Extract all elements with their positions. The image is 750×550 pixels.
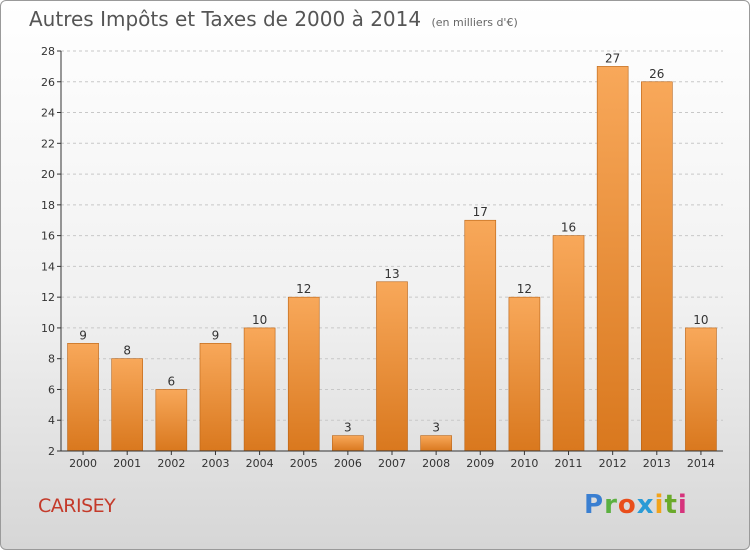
y-tick-label: 18: [41, 199, 55, 212]
y-tick-label: 16: [41, 230, 55, 243]
bar: [155, 389, 188, 452]
data-label: 16: [561, 221, 576, 235]
y-tick-label: 12: [41, 291, 55, 304]
bar: [596, 66, 629, 452]
data-label: 17: [473, 205, 488, 219]
x-tick-label: 2000: [69, 457, 97, 470]
x-tick-label: 2006: [334, 457, 362, 470]
data-label: 12: [296, 282, 311, 296]
bar: [685, 327, 717, 452]
x-tick-label: 2003: [201, 457, 229, 470]
logo-letter: P: [584, 490, 605, 520]
x-tick-label: 2009: [466, 457, 494, 470]
logo-letter: t: [664, 490, 678, 520]
data-label: 12: [517, 282, 532, 296]
y-tick-label: 6: [48, 383, 55, 396]
y-tick-label: 20: [41, 168, 55, 181]
axes: [57, 50, 723, 455]
y-tick-label: 10: [41, 322, 55, 335]
data-label: 8: [123, 344, 131, 358]
y-tick-label: 26: [41, 76, 55, 89]
bar: [376, 281, 408, 452]
bar: [552, 235, 585, 452]
bars: [67, 66, 717, 452]
bar: [464, 219, 497, 452]
data-label: 27: [605, 51, 620, 65]
logo-letter: o: [617, 490, 637, 520]
chart-subtitle: (en milliers d'€): [431, 16, 518, 29]
x-tick-label: 2011: [555, 457, 583, 470]
bar: [508, 296, 541, 452]
chart-title-text: Autres Impôts et Taxes de 2000 à 2014: [29, 7, 422, 31]
bar: [332, 435, 364, 452]
data-label: 13: [384, 267, 399, 281]
bar: [199, 343, 232, 452]
x-tick-label: 2002: [157, 457, 185, 470]
logo-letter: x: [636, 490, 655, 520]
labels: 2468101214161820222426289200082001620029…: [41, 45, 715, 470]
y-tick-label: 24: [41, 107, 55, 120]
proxiti-logo: Proxiti: [584, 490, 688, 520]
bar: [67, 343, 99, 452]
y-tick-label: 28: [41, 45, 55, 58]
data-label: 9: [79, 328, 87, 342]
data-label: 10: [693, 313, 708, 327]
location-name: CARISEY: [38, 495, 116, 517]
chart-title: Autres Impôts et Taxes de 2000 à 2014 (e…: [29, 7, 518, 31]
x-tick-label: 2004: [246, 457, 274, 470]
data-label: 3: [344, 421, 352, 435]
logo-letter: i: [654, 490, 665, 520]
x-tick-label: 2005: [290, 457, 318, 470]
y-tick-label: 4: [48, 414, 55, 427]
x-tick-label: 2014: [687, 457, 715, 470]
y-tick-label: 2: [48, 445, 55, 458]
data-label: 26: [649, 67, 664, 81]
x-tick-label: 2008: [422, 457, 450, 470]
data-label: 9: [212, 328, 220, 342]
logo-letter: r: [604, 490, 618, 520]
bar: [420, 435, 452, 452]
bar: [243, 327, 276, 452]
data-label: 10: [252, 313, 267, 327]
logo-letter: i: [677, 490, 688, 520]
bar: [111, 358, 143, 452]
x-tick-label: 2001: [113, 457, 141, 470]
y-tick-label: 14: [41, 260, 55, 273]
data-label: 3: [432, 421, 440, 435]
y-tick-label: 8: [48, 353, 55, 366]
y-tick-label: 22: [41, 137, 55, 150]
x-tick-label: 2013: [643, 457, 671, 470]
x-tick-label: 2012: [599, 457, 627, 470]
x-tick-label: 2010: [510, 457, 538, 470]
bar: [287, 296, 320, 452]
data-label: 6: [168, 374, 176, 388]
x-tick-label: 2007: [378, 457, 406, 470]
bar: [640, 81, 673, 452]
